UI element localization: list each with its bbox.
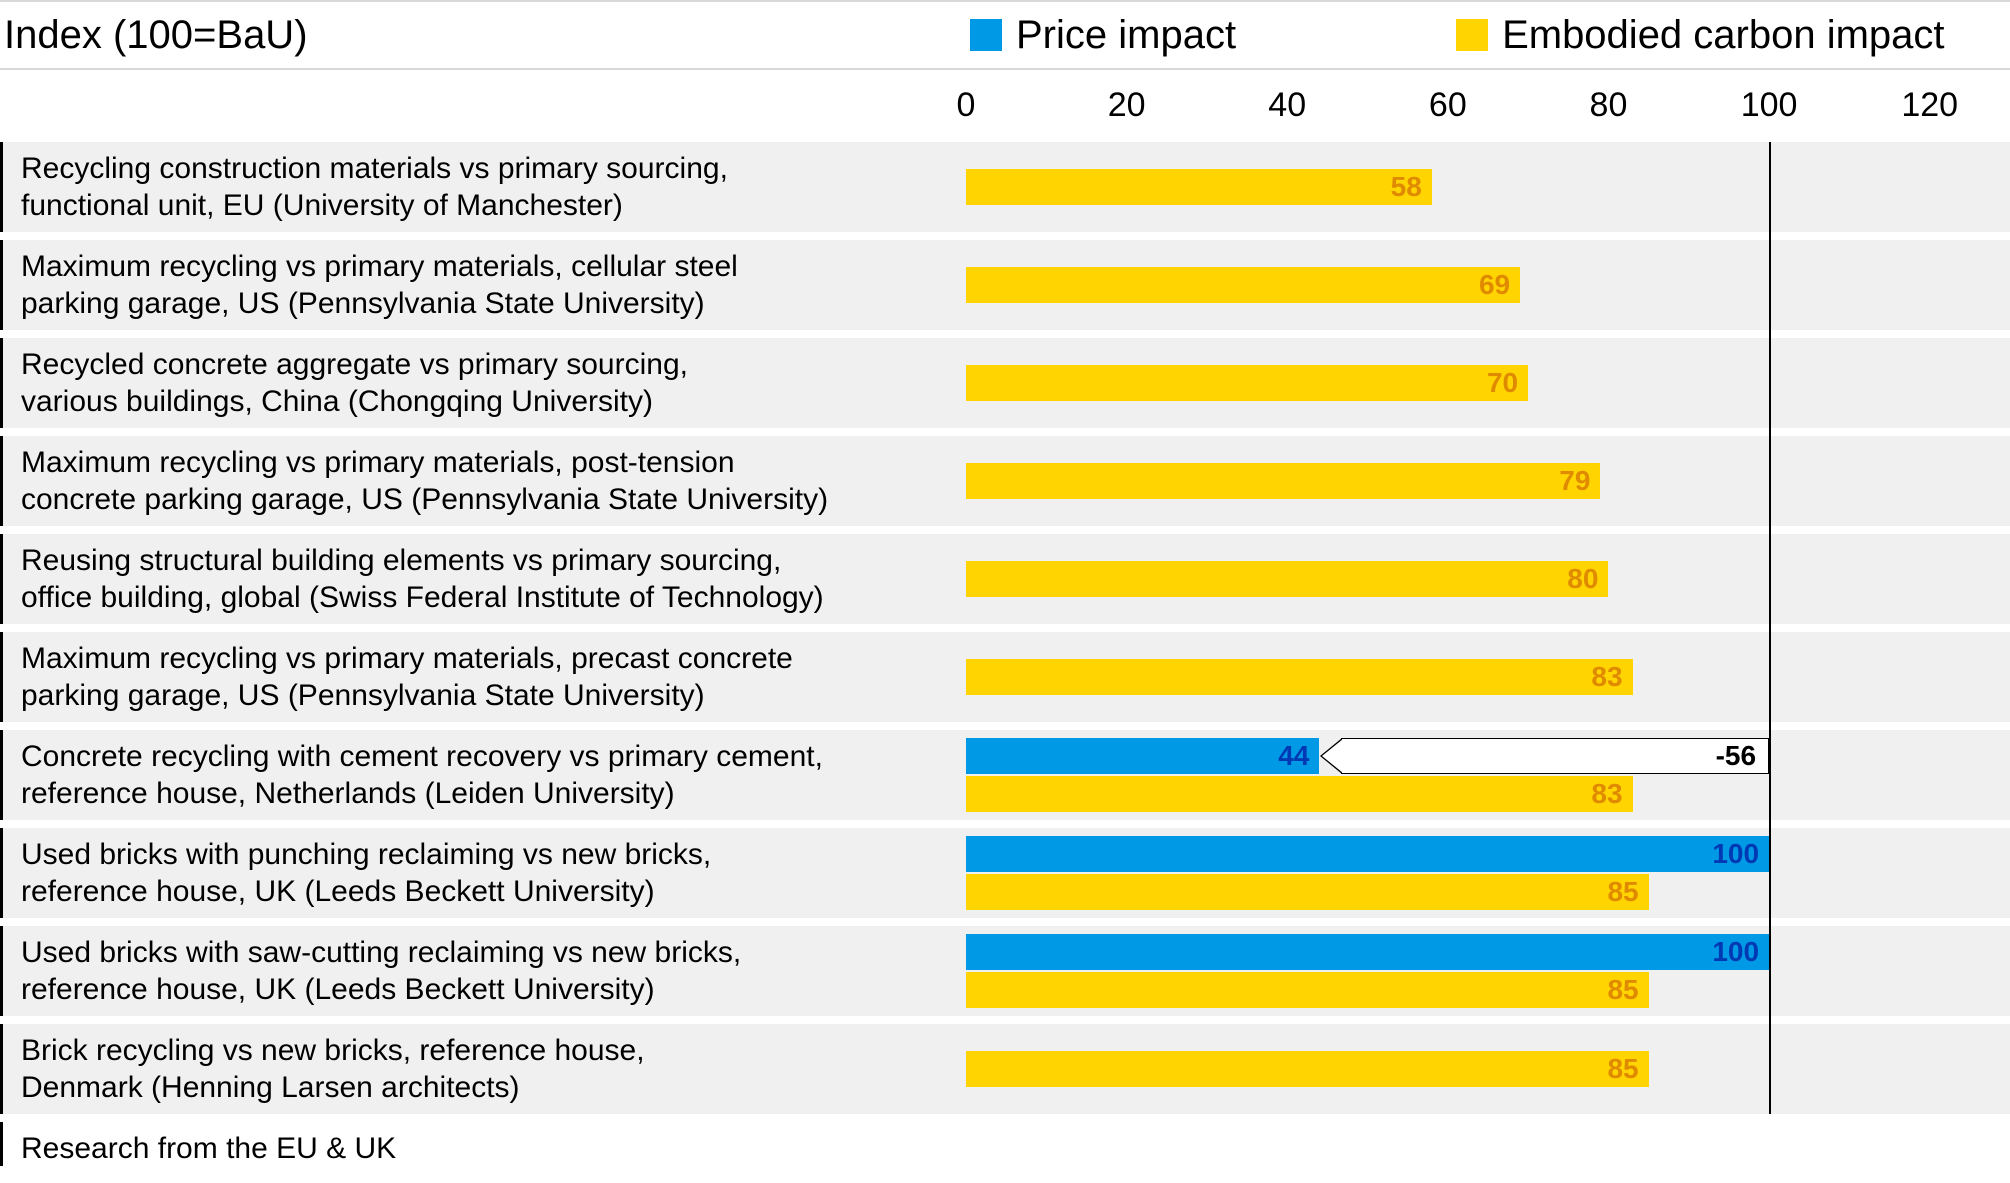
price-bar: 44: [966, 738, 1319, 774]
carbon-value: 69: [1479, 269, 1510, 301]
bar-cell: 100 85: [966, 926, 2010, 1016]
axis-labels: 020406080100120: [966, 70, 2010, 142]
carbon-value: 79: [1559, 465, 1590, 497]
data-row: Used bricks with punching reclaiming vs …: [0, 828, 2010, 918]
chart-legend: Price impact Embodied carbon impact: [970, 13, 1945, 58]
plot-area: 0 20 40 60 80 100 120 Recycling construction m…: [0, 70, 2010, 1174]
row-label: Recycling construction materials vs prim…: [0, 142, 966, 232]
legend-price: Price impact: [970, 13, 1236, 58]
carbon-bar: 85: [966, 874, 1649, 910]
data-row: Recycling construction materials vs prim…: [0, 142, 2010, 232]
axis-tick-label: 20: [1108, 86, 1146, 125]
carbon-value: 83: [1591, 778, 1622, 810]
bar-cell: 80: [966, 534, 2010, 624]
legend-carbon: Embodied carbon impact: [1456, 13, 1944, 58]
bar-cell: 79: [966, 436, 2010, 526]
data-row: Maximum recycling vs primary materials, …: [0, 632, 2010, 722]
price-bar: 100: [966, 934, 1769, 970]
bar-cell: 69: [966, 240, 2010, 330]
rows-container: Recycling construction materials vs prim…: [0, 142, 2010, 1166]
carbon-value: 85: [1607, 974, 1638, 1006]
carbon-value: 70: [1487, 367, 1518, 399]
axis-tick-label: 80: [1590, 86, 1628, 125]
axis-tick-label: 120: [1901, 86, 1958, 125]
carbon-bar: 83: [966, 659, 1633, 695]
carbon-value: 58: [1391, 171, 1422, 203]
data-row: Brick recycling vs new bricks, reference…: [0, 1024, 2010, 1114]
bar-cell: 83: [966, 632, 2010, 722]
row-label: Reusing structural building elements vs …: [0, 534, 966, 624]
footer-note: Research from the EU & UK: [0, 1122, 966, 1166]
axis-tick-label: 0: [957, 86, 976, 125]
data-row: Recycled concrete aggregate vs primary s…: [0, 338, 2010, 428]
data-row: Reusing structural building elements vs …: [0, 534, 2010, 624]
axis-tick-label: 100: [1741, 86, 1798, 125]
carbon-value: 80: [1567, 563, 1598, 595]
bar-cell: 100 85: [966, 828, 2010, 918]
row-label: Used bricks with saw-cutting reclaiming …: [0, 926, 966, 1016]
row-label: Used bricks with punching reclaiming vs …: [0, 828, 966, 918]
price-value: 100: [1712, 838, 1759, 870]
carbon-bar: 83: [966, 776, 1633, 812]
price-bar: 100: [966, 836, 1769, 872]
carbon-bar: 79: [966, 463, 1600, 499]
carbon-value: 85: [1607, 1053, 1638, 1085]
carbon-bar: 70: [966, 365, 1528, 401]
row-label: Brick recycling vs new bricks, reference…: [0, 1024, 966, 1114]
data-row: Maximum recycling vs primary materials, …: [0, 436, 2010, 526]
row-label: Maximum recycling vs primary materials, …: [0, 240, 966, 330]
carbon-value: 85: [1607, 876, 1638, 908]
row-label: Recycled concrete aggregate vs primary s…: [0, 338, 966, 428]
price-value: 44: [1278, 740, 1309, 772]
bar-cell: 44 83: [966, 730, 2010, 820]
legend-price-label: Price impact: [1016, 13, 1236, 58]
axis-tick-label: 40: [1268, 86, 1306, 125]
carbon-bar: 58: [966, 169, 1432, 205]
legend-carbon-swatch: [1456, 19, 1488, 51]
bar-cell: 70: [966, 338, 2010, 428]
axis-tick-label: 60: [1429, 86, 1467, 125]
carbon-bar: 69: [966, 267, 1520, 303]
bar-cell: 85: [966, 1024, 2010, 1114]
chart-container: Index (100=BaU) Price impact Embodied ca…: [0, 0, 2010, 1174]
row-label: Concrete recycling with cement recovery …: [0, 730, 966, 820]
carbon-bar: 85: [966, 972, 1649, 1008]
data-row: Concrete recycling with cement recovery …: [0, 730, 2010, 820]
row-label: Maximum recycling vs primary materials, …: [0, 436, 966, 526]
data-row: Maximum recycling vs primary materials, …: [0, 240, 2010, 330]
legend-carbon-label: Embodied carbon impact: [1502, 13, 1944, 58]
legend-price-swatch: [970, 19, 1002, 51]
carbon-value: 83: [1591, 661, 1622, 693]
axis-row: 0 20 40 60 80 100 120: [0, 70, 2010, 142]
price-value: 100: [1712, 936, 1759, 968]
row-label: Maximum recycling vs primary materials, …: [0, 632, 966, 722]
chart-header: Index (100=BaU) Price impact Embodied ca…: [0, 0, 2010, 70]
bar-cell: 58: [966, 142, 2010, 232]
carbon-bar: 85: [966, 1051, 1649, 1087]
data-row: Used bricks with saw-cutting reclaiming …: [0, 926, 2010, 1016]
carbon-bar: 80: [966, 561, 1608, 597]
chart-title: Index (100=BaU): [4, 13, 970, 58]
